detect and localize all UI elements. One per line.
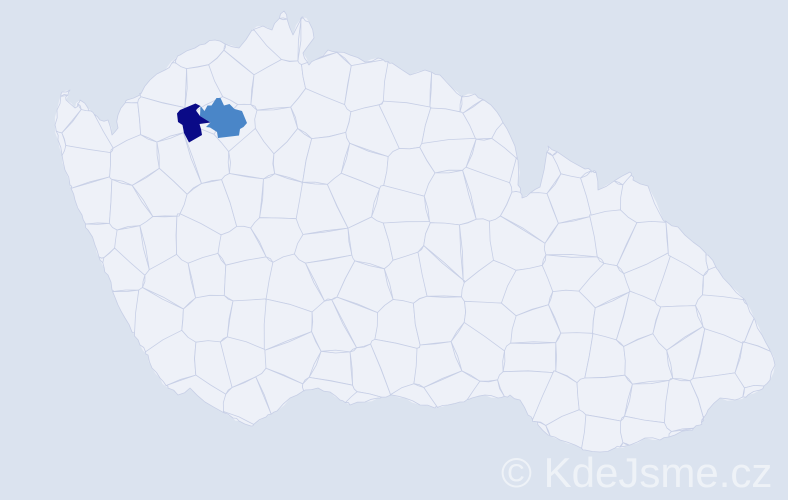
svg-text:© KdeJsme.cz: © KdeJsme.cz [501, 449, 772, 496]
